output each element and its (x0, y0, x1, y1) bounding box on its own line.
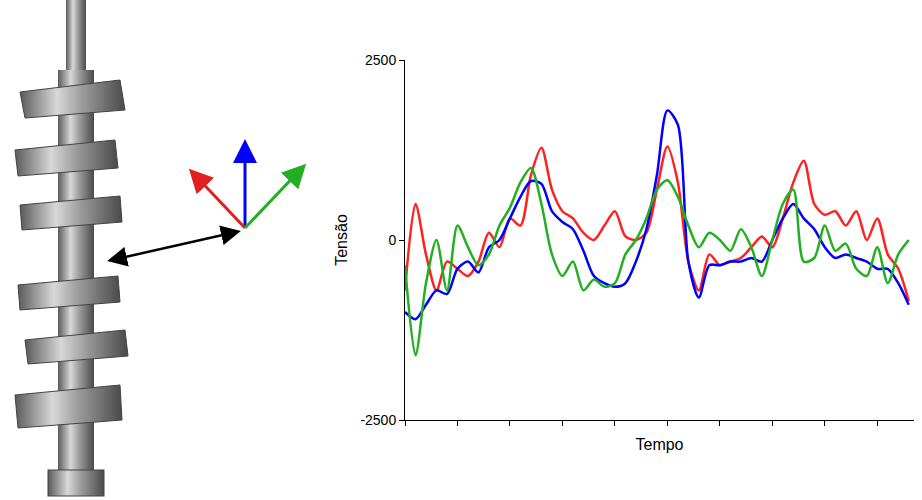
svg-text:0: 0 (388, 232, 396, 248)
svg-text:2500: 2500 (365, 52, 396, 68)
svg-text:-2500: -2500 (360, 412, 396, 428)
svg-text:Tensão: Tensão (333, 214, 350, 266)
svg-text:Tempo: Tempo (635, 436, 683, 453)
